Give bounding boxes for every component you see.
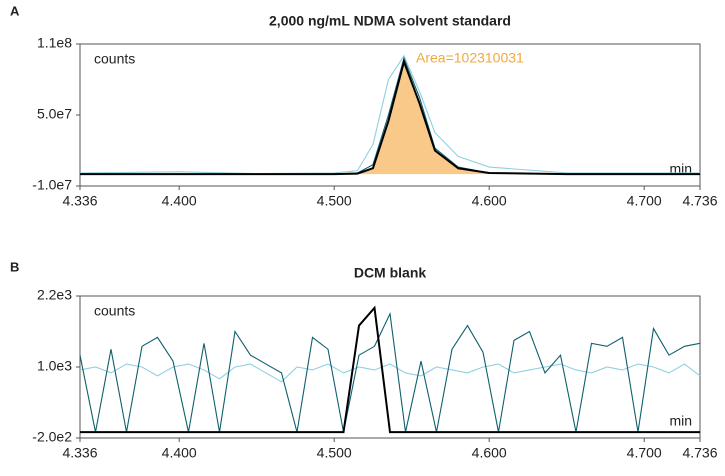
trace-line — [80, 305, 700, 434]
area-annotation: Area=102310031 — [416, 50, 524, 66]
x-axis-label: min — [669, 413, 692, 429]
y-axis-label: counts — [94, 51, 135, 67]
trace-line — [79, 363, 701, 383]
x-tick-label: 4.500 — [317, 445, 352, 461]
x-tick-label: 4.736 — [682, 445, 717, 461]
x-tick-label: 4.400 — [162, 445, 197, 461]
chart-title: DCM blank — [354, 265, 427, 281]
x-tick-label: 4.600 — [472, 445, 507, 461]
x-tick-label: 4.336 — [62, 193, 97, 209]
y-tick-label: 5.0e7 — [37, 106, 72, 122]
x-tick-label: 4.500 — [317, 193, 352, 209]
y-tick-label: -1.0e7 — [32, 177, 72, 193]
x-tick-label: 4.400 — [162, 193, 197, 209]
panel-label: A — [10, 3, 20, 18]
trace-line — [80, 58, 700, 176]
y-tick-label: -2.0e2 — [32, 429, 72, 445]
trace-line — [79, 311, 701, 433]
y-axis-label: counts — [94, 303, 135, 319]
x-tick-label: 4.336 — [62, 445, 97, 461]
y-tick-label: 2.2e3 — [37, 287, 72, 303]
x-tick-label: 4.700 — [627, 445, 662, 461]
chart-title: 2,000 ng/mL NDMA solvent standard — [269, 13, 511, 29]
y-tick-label: 1.0e3 — [37, 358, 72, 374]
x-tick-label: 4.700 — [627, 193, 662, 209]
x-tick-label: 4.600 — [472, 193, 507, 209]
y-tick-label: 1.1e8 — [37, 35, 72, 51]
panel-label: B — [10, 259, 19, 274]
x-tick-label: 4.736 — [682, 193, 717, 209]
